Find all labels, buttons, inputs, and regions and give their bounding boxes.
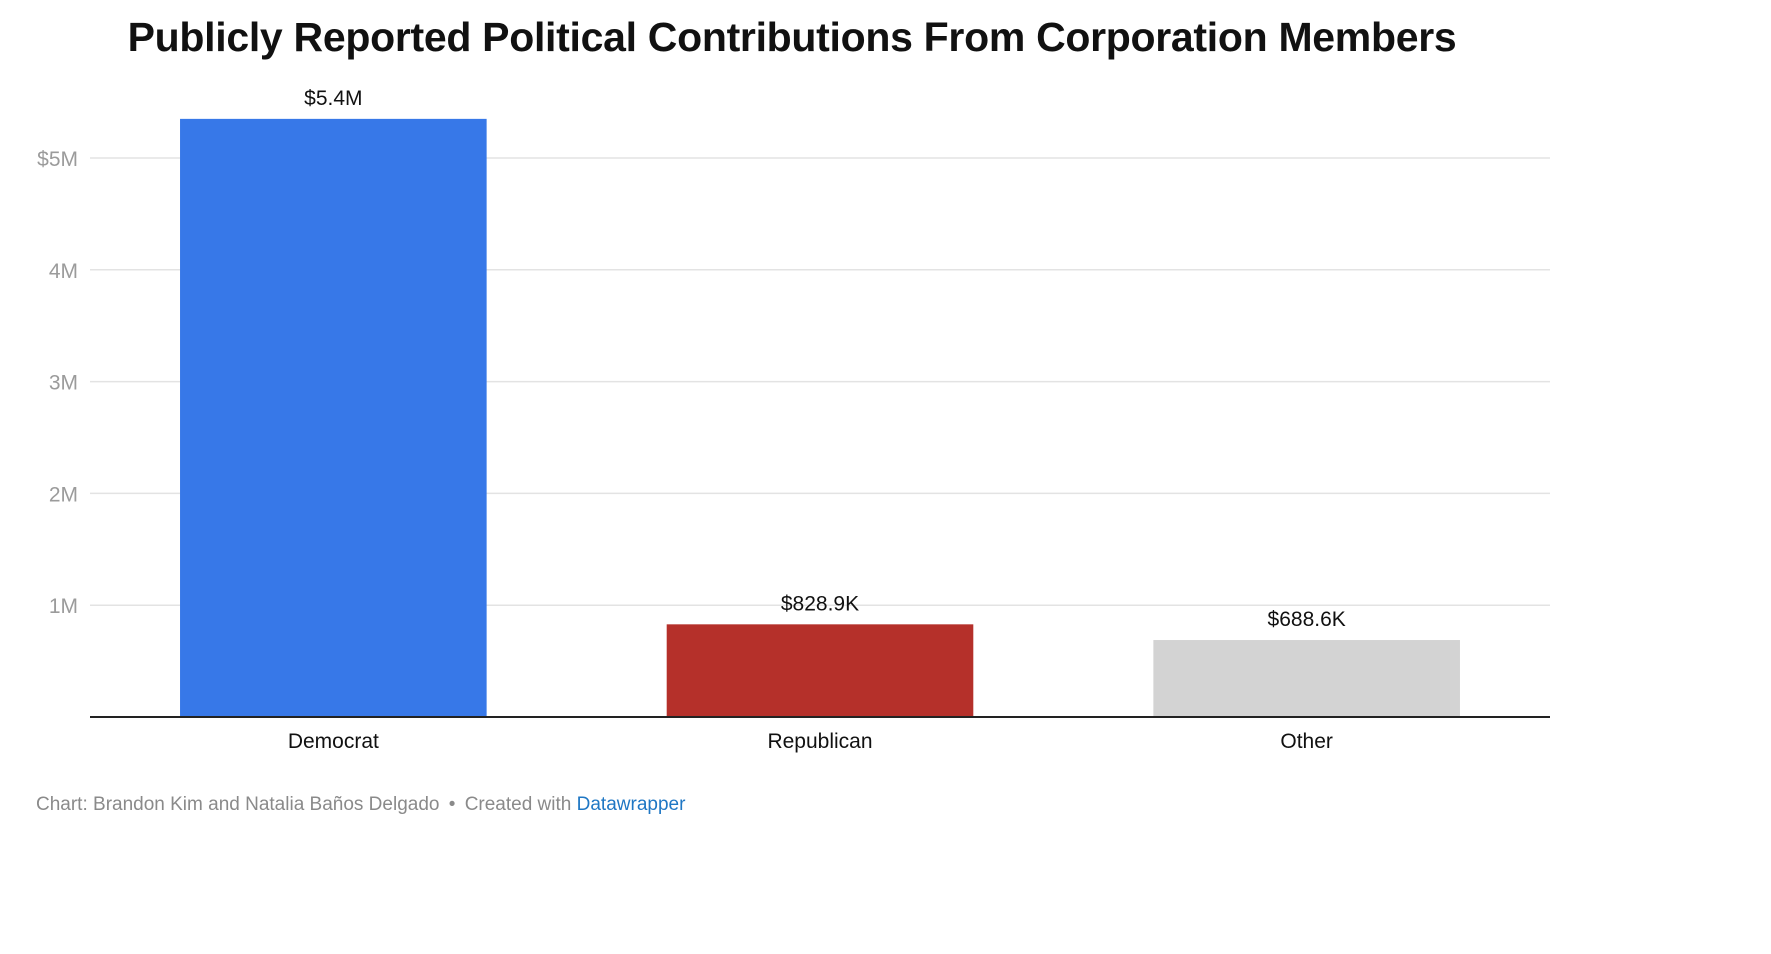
- y-tick-label: 1M: [49, 595, 78, 618]
- chart-footer: Chart: Brandon Kim and Natalia Baños Del…: [36, 794, 685, 816]
- y-axis-ticks: 1M 2M 3M 4M $5M: [37, 148, 78, 618]
- y-tick-label: 3M: [49, 372, 78, 395]
- footer-credit: Chart: Brandon Kim and Natalia Baños Del…: [36, 794, 440, 815]
- bar-value-label: $688.6K: [1268, 608, 1346, 631]
- data-labels: $5.4M $828.9K $688.6K: [304, 87, 1346, 631]
- bar-value-label: $828.9K: [781, 592, 859, 615]
- bar-value-label: $5.4M: [304, 87, 362, 110]
- bar: [180, 118, 487, 718]
- chart-title: Publicly Reported Political Contribution…: [127, 14, 1457, 60]
- y-tick-label: 4M: [49, 260, 78, 283]
- footer-separator: •: [448, 794, 456, 815]
- footer-created-with: Created with: [464, 794, 572, 815]
- x-axis-labels: Democrat Republican Other: [288, 730, 1333, 753]
- y-tick-label: 2M: [49, 483, 78, 506]
- category-label: Republican: [767, 730, 872, 753]
- bar: [1153, 640, 1460, 717]
- bar: [666, 624, 974, 717]
- category-label: Other: [1280, 730, 1333, 753]
- y-tick-label: $5M: [37, 148, 78, 171]
- datawrapper-link[interactable]: Datawrapper: [576, 794, 686, 815]
- bars: [180, 118, 1460, 718]
- category-label: Democrat: [288, 730, 379, 753]
